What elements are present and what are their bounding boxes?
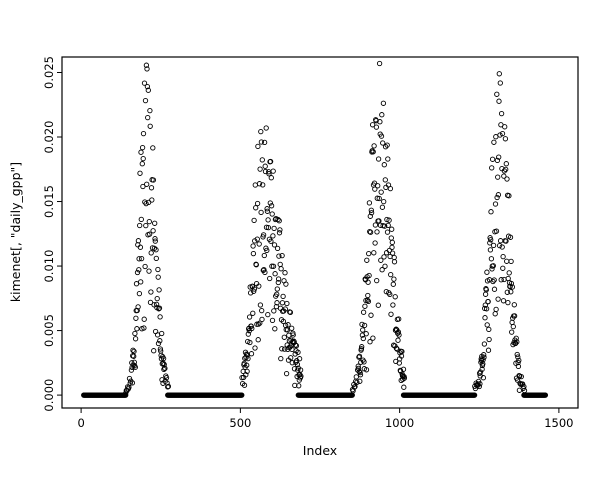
x-axis-label: Index — [303, 443, 337, 458]
svg-text:0.025: 0.025 — [42, 56, 56, 89]
svg-text:0.010: 0.010 — [42, 250, 56, 283]
svg-text:0.020: 0.020 — [42, 121, 56, 154]
x-axis-ticks: 0 500 1000 1500 — [77, 408, 574, 430]
svg-text:0.005: 0.005 — [42, 314, 56, 347]
y-axis-label: kimenet[, "daily_gpp"] — [8, 162, 23, 302]
y-axis-ticks: 0.000 0.005 0.010 0.015 0.020 0.025 — [42, 56, 62, 412]
svg-text:1500: 1500 — [544, 416, 573, 430]
scatter-points — [81, 60, 549, 398]
svg-text:0: 0 — [77, 416, 84, 430]
plot-frame — [61, 56, 579, 409]
svg-text:0.015: 0.015 — [42, 185, 56, 218]
svg-text:500: 500 — [229, 416, 251, 430]
svg-text:1000: 1000 — [385, 416, 414, 430]
svg-text:0.000: 0.000 — [42, 379, 56, 412]
